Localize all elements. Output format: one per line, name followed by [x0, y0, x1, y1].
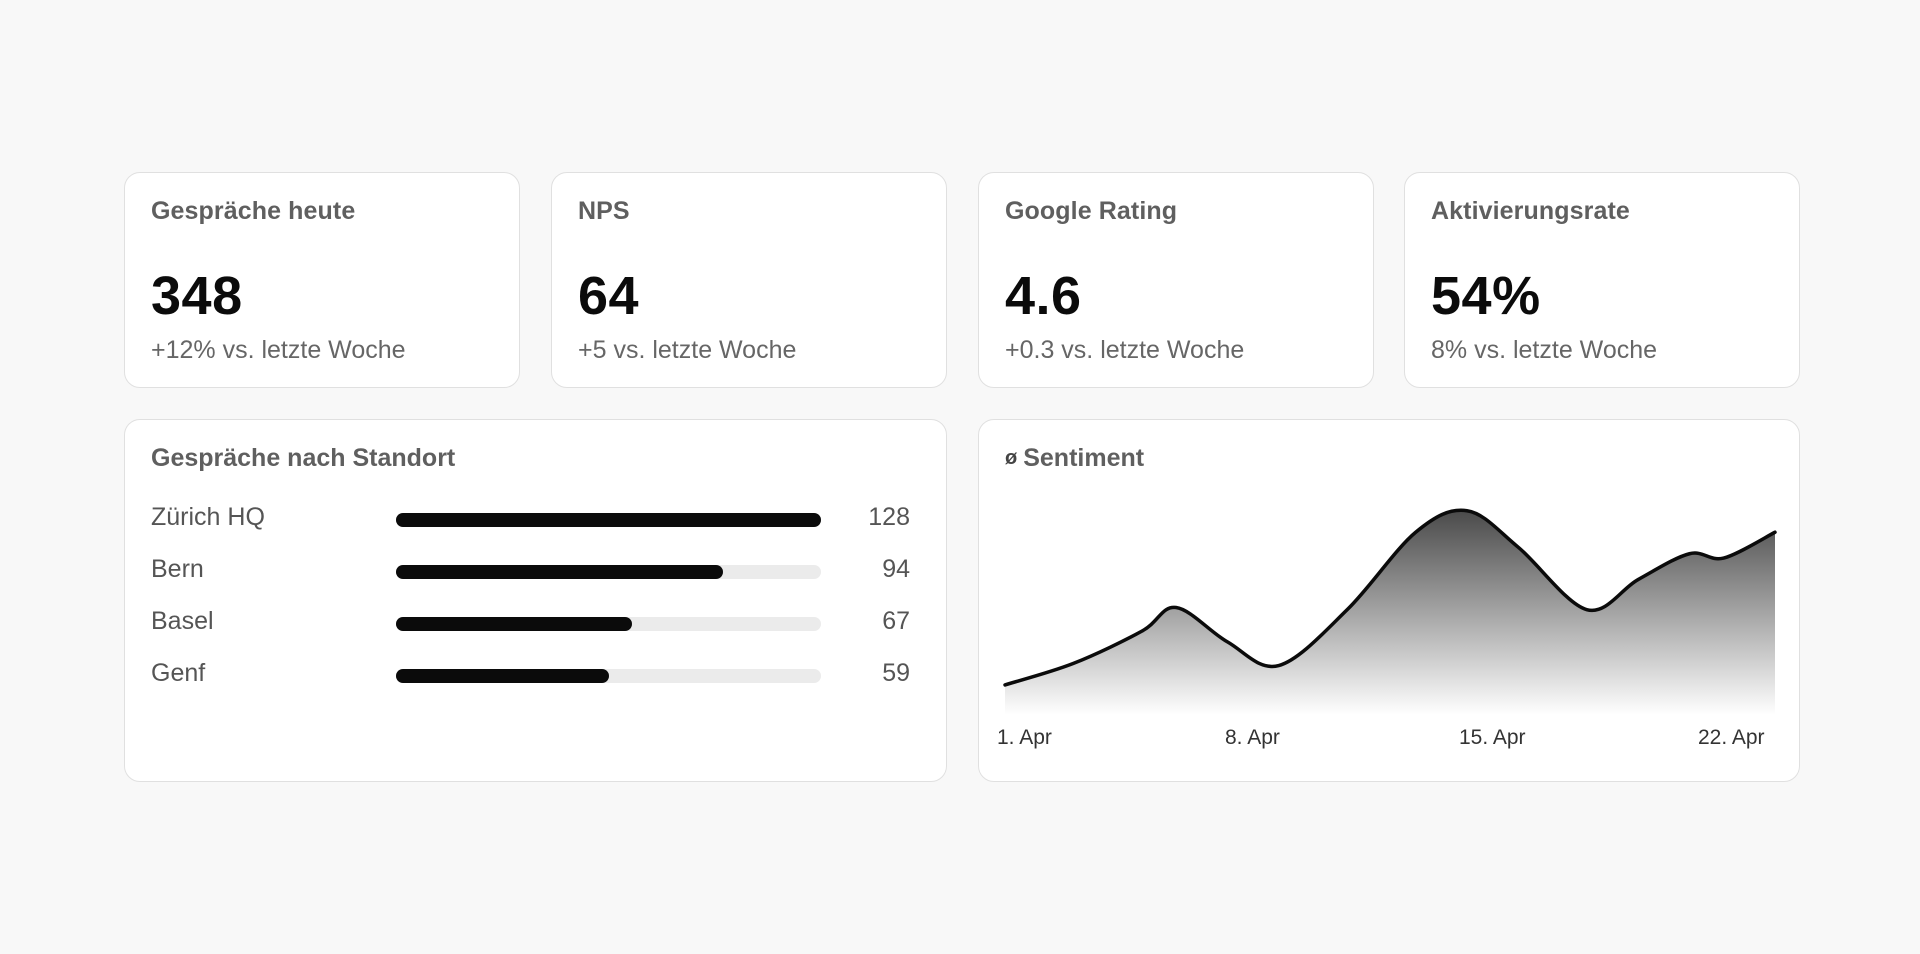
location-bar-fill [396, 669, 609, 683]
location-row: Genf 59 [151, 655, 910, 695]
location-name: Bern [151, 555, 204, 583]
kpi-delta: +0.3 vs. letzte Woche [1005, 336, 1245, 364]
location-bar-fill [396, 565, 724, 579]
kpi-delta: +5 vs. letzte Woche [578, 336, 797, 364]
kpi-card-gespraeche: Gespräche heute 348 +12% vs. letzte Woch… [124, 172, 520, 388]
panel-title: Gespräche nach Standort [151, 444, 456, 472]
location-name: Basel [151, 607, 214, 635]
kpi-value: 348 [151, 266, 243, 326]
kpi-value: 54% [1431, 266, 1541, 326]
kpi-delta: 8% vs. letzte Woche [1431, 336, 1658, 364]
location-count: 67 [882, 607, 910, 635]
average-icon: ø [1005, 447, 1018, 469]
location-bar-track [396, 617, 821, 631]
kpi-card-aktivierungsrate: Aktivierungsrate 54% 8% vs. letzte Woche [1404, 172, 1800, 388]
kpi-value: 64 [578, 266, 640, 326]
location-name: Genf [151, 659, 206, 687]
kpi-delta: +12% vs. letzte Woche [151, 336, 406, 364]
x-axis-label: 1. Apr [997, 726, 1052, 749]
x-axis-label: 22. Apr [1698, 726, 1765, 749]
location-count: 94 [882, 555, 910, 583]
location-name: Zürich HQ [151, 503, 265, 531]
kpi-card-google-rating: Google Rating 4.6 +0.3 vs. letzte Woche [978, 172, 1374, 388]
sentiment-title: Sentiment [1023, 444, 1145, 472]
kpi-label: Aktivierungsrate [1431, 197, 1630, 225]
x-axis-label: 8. Apr [1225, 726, 1280, 749]
sentiment-line [1003, 508, 1777, 687]
location-row: Basel 67 [151, 603, 910, 643]
location-bar-track [396, 513, 821, 527]
kpi-value: 4.6 [1005, 266, 1082, 326]
location-row: Bern 94 [151, 551, 910, 591]
location-count: 128 [868, 503, 910, 531]
kpi-label: Google Rating [1005, 197, 1178, 225]
panel-title: ø Sentiment [1005, 444, 1144, 473]
kpi-label: Gespräche heute [151, 197, 356, 225]
location-row: Zürich HQ 128 [151, 499, 910, 539]
location-bar-track [396, 565, 821, 579]
location-bar-fill [396, 617, 632, 631]
kpi-card-nps: NPS 64 +5 vs. letzte Woche [551, 172, 947, 388]
location-bar-track [396, 669, 821, 683]
locations-panel: Gespräche nach Standort Zürich HQ 128 Be… [124, 419, 947, 782]
sentiment-panel: ø Sentiment 1. Apr 8. Apr 15. Apr 22. Apr [978, 419, 1800, 782]
x-axis-label: 15. Apr [1459, 726, 1526, 749]
location-count: 59 [882, 659, 910, 687]
sentiment-chart [1003, 508, 1777, 715]
location-bar-fill [396, 513, 821, 527]
kpi-label: NPS [578, 197, 630, 225]
sentiment-area [1005, 510, 1775, 715]
